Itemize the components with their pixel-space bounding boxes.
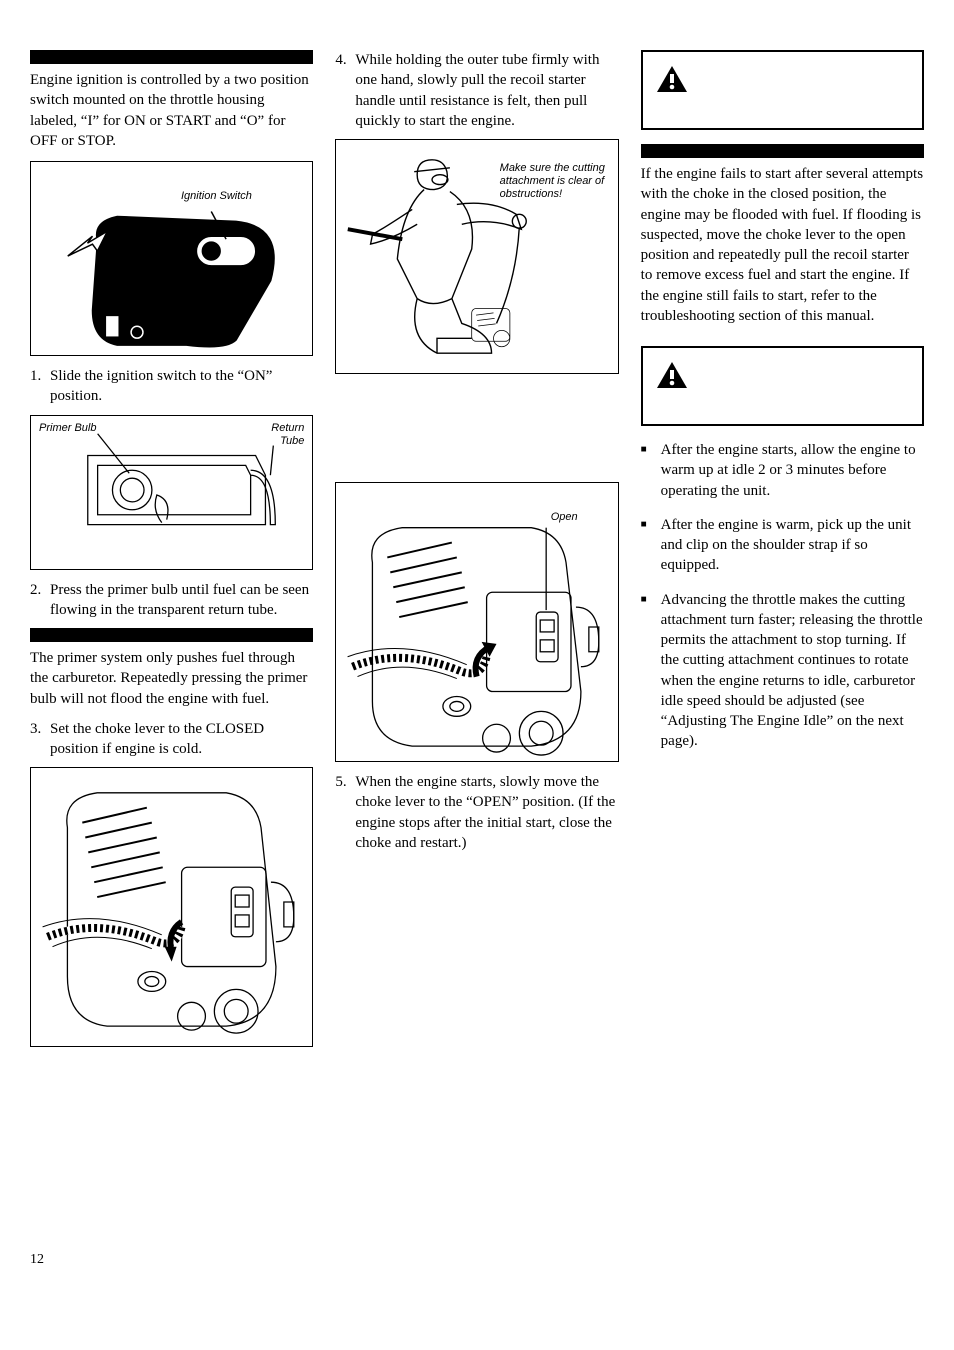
figure-choke-closed [30, 767, 313, 1047]
flooded-text: If the engine fails to start after sever… [641, 164, 924, 326]
step-5: 5. When the engine starts, slowly move t… [335, 772, 618, 853]
step-1: 1. Slide the ignition switch to the “ON”… [30, 366, 313, 407]
primer-note: The primer system only pushes fuel throu… [30, 648, 313, 709]
bullet-marker: ■ [641, 590, 661, 752]
warning-icon [655, 360, 689, 390]
step-text: Press the primer bulb until fuel can be … [50, 580, 313, 621]
bullet-1: ■ After the engine starts, allow the eng… [641, 440, 924, 501]
figure-label-primer: Primer Bulb [39, 422, 96, 435]
intro-text: Engine ignition is controlled by a two p… [30, 70, 313, 151]
column-1: Engine ignition is controlled by a two p… [30, 50, 313, 1057]
figure-ignition-switch: Ignition Switch [30, 161, 313, 356]
bullet-marker: ■ [641, 440, 661, 501]
bullet-3: ■ Advancing the throttle makes the cutti… [641, 590, 924, 752]
column-3: If the engine fails to start after sever… [641, 50, 924, 1057]
figure-label-clear: Make sure the cutting attachment is clea… [500, 162, 610, 202]
step-text: Set the choke lever to the CLOSED positi… [50, 719, 313, 760]
bullet-text: After the engine starts, allow the engin… [661, 440, 924, 501]
warning-box-1 [641, 50, 924, 130]
section-bar [30, 628, 313, 642]
bullet-marker: ■ [641, 515, 661, 576]
warning-box-2 [641, 346, 924, 426]
page-number: 12 [30, 1251, 44, 1270]
bullet-2: ■ After the engine is warm, pick up the … [641, 515, 924, 576]
step-number: 5. [335, 772, 355, 853]
step-4: 4. While holding the outer tube firmly w… [335, 50, 618, 131]
step-number: 3. [30, 719, 50, 760]
section-bar [641, 144, 924, 158]
section-bar [30, 50, 313, 64]
figure-label-ignition: Ignition Switch [181, 190, 252, 203]
step-2: 2. Press the primer bulb until fuel can … [30, 580, 313, 621]
figure-choke-open: Open [335, 482, 618, 762]
figure-label-open: Open [551, 511, 578, 524]
figure-label-return-tube: Return Tube [254, 422, 304, 448]
figure-pull-start: Make sure the cutting attachment is clea… [335, 139, 618, 374]
bullet-text: Advancing the throttle makes the cutting… [661, 590, 924, 752]
step-text: While holding the outer tube firmly with… [355, 50, 618, 131]
step-text: Slide the ignition switch to the “ON” po… [50, 366, 313, 407]
step-3: 3. Set the choke lever to the CLOSED pos… [30, 719, 313, 760]
figure-primer-bulb: Primer Bulb Return Tube [30, 415, 313, 570]
column-2: 4. While holding the outer tube firmly w… [335, 50, 618, 1057]
step-text: When the engine starts, slowly move the … [355, 772, 618, 853]
step-number: 2. [30, 580, 50, 621]
step-number: 4. [335, 50, 355, 131]
warning-icon [655, 64, 689, 94]
bullet-text: After the engine is warm, pick up the un… [661, 515, 924, 576]
step-number: 1. [30, 366, 50, 407]
